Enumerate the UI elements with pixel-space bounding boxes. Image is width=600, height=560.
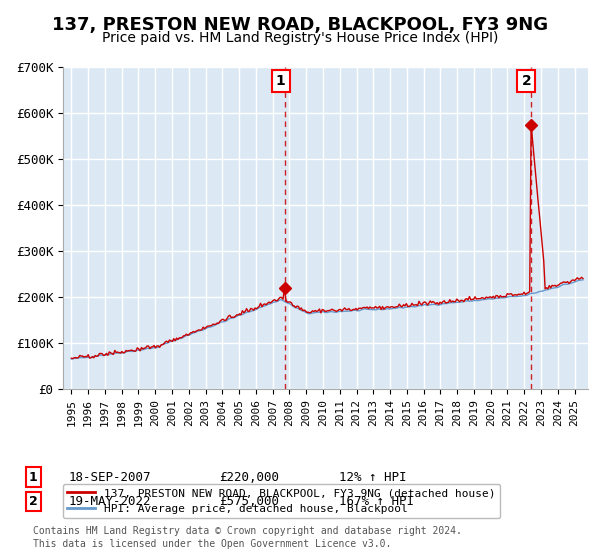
- Text: 1: 1: [29, 470, 37, 484]
- Text: Price paid vs. HM Land Registry's House Price Index (HPI): Price paid vs. HM Land Registry's House …: [102, 31, 498, 45]
- Text: 137, PRESTON NEW ROAD, BLACKPOOL, FY3 9NG: 137, PRESTON NEW ROAD, BLACKPOOL, FY3 9N…: [52, 16, 548, 34]
- Text: 1: 1: [275, 74, 286, 88]
- Text: 2: 2: [521, 74, 532, 88]
- Text: 19-MAY-2022: 19-MAY-2022: [69, 494, 151, 508]
- Text: 2: 2: [29, 494, 37, 508]
- Legend: 137, PRESTON NEW ROAD, BLACKPOOL, FY3 9NG (detached house), HPI: Average price, : 137, PRESTON NEW ROAD, BLACKPOOL, FY3 9N…: [63, 483, 500, 518]
- Text: £575,000: £575,000: [219, 494, 279, 508]
- Text: 18-SEP-2007: 18-SEP-2007: [69, 470, 151, 484]
- Text: This data is licensed under the Open Government Licence v3.0.: This data is licensed under the Open Gov…: [33, 539, 391, 549]
- Text: Contains HM Land Registry data © Crown copyright and database right 2024.: Contains HM Land Registry data © Crown c…: [33, 526, 462, 536]
- Text: 167% ↑ HPI: 167% ↑ HPI: [339, 494, 414, 508]
- Text: £220,000: £220,000: [219, 470, 279, 484]
- Text: 12% ↑ HPI: 12% ↑ HPI: [339, 470, 407, 484]
